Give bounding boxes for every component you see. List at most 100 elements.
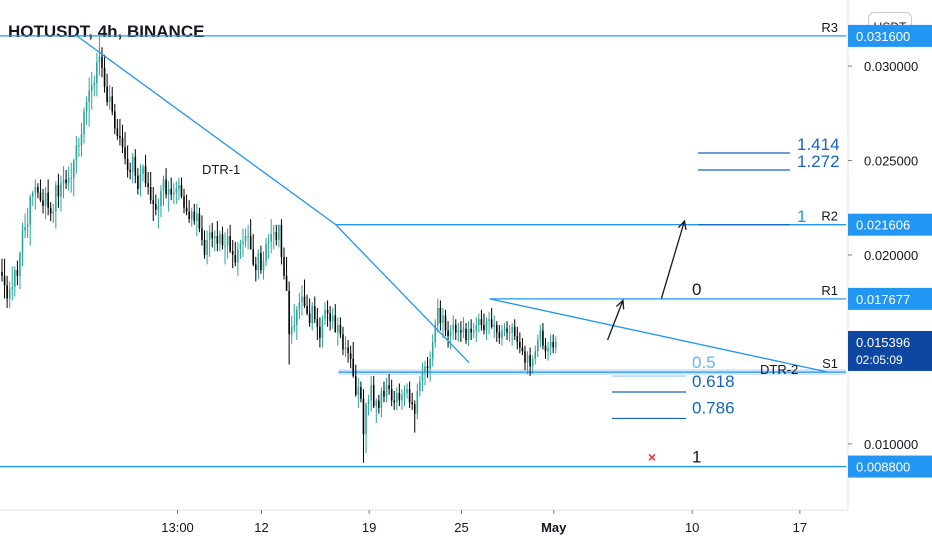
candle-body: [337, 324, 339, 333]
candle-body: [270, 234, 272, 242]
candle-body: [493, 324, 496, 327]
candle-body: [93, 83, 96, 85]
candle-body: [131, 156, 134, 172]
candle-body: [72, 160, 75, 178]
x-tick-label: 12: [254, 520, 268, 535]
candle-body: [326, 309, 329, 314]
candle-body: [114, 111, 116, 129]
candle-body: [526, 355, 529, 363]
candle-body: [16, 270, 19, 276]
candle-body: [78, 145, 80, 147]
candle-body: [454, 324, 457, 333]
candle-body: [531, 358, 534, 367]
candle-body: [249, 236, 252, 250]
candle-body: [119, 136, 121, 138]
candle-body: [296, 309, 298, 325]
candle-body: [88, 90, 90, 102]
candle-body: [57, 185, 60, 197]
candle-body: [554, 341, 557, 348]
candle-body: [101, 56, 103, 68]
candle-body: [331, 315, 334, 322]
x-tick-label: 19: [362, 520, 376, 535]
candles-layer: [1, 35, 557, 463]
y-tick-label: 0.020000: [864, 248, 918, 263]
projection-arrow-head: [677, 219, 687, 230]
candle-body: [42, 200, 44, 206]
candle-body: [311, 306, 313, 323]
candle-body: [24, 226, 26, 231]
candle-body: [467, 328, 470, 340]
candle-body: [516, 336, 519, 342]
candle-body: [29, 196, 31, 225]
candle-body: [247, 236, 249, 238]
candle-body: [488, 319, 490, 322]
candle-body: [175, 188, 178, 193]
candle-body: [62, 179, 65, 184]
candle-body: [321, 319, 324, 339]
candle-body: [421, 372, 424, 382]
candle-body: [447, 330, 449, 337]
candle-body: [324, 309, 326, 320]
candle-body: [501, 330, 503, 339]
candle-body: [126, 158, 129, 170]
candle-body: [103, 68, 106, 87]
candle-body: [375, 400, 378, 407]
level-price-tag: [848, 455, 932, 478]
candle-body: [278, 224, 280, 240]
candle-body: [152, 200, 155, 204]
candle-body: [96, 62, 98, 84]
candle-body: [519, 341, 521, 348]
candle-body: [3, 275, 6, 286]
candle-body: [413, 404, 416, 414]
candle-body: [403, 392, 406, 395]
x-tick-label: 25: [454, 520, 468, 535]
candle-body: [252, 249, 255, 265]
candle-body: [75, 145, 78, 161]
candle-body: [475, 324, 478, 331]
candle-body: [1, 272, 3, 276]
candle-body: [372, 385, 375, 407]
candle-body: [503, 328, 506, 331]
x-tick-label: May: [541, 520, 567, 535]
candle-body: [44, 192, 47, 206]
candle-body: [529, 355, 531, 367]
level-name-label: R1: [821, 283, 838, 298]
candle-body: [149, 187, 152, 201]
candle-body: [196, 213, 198, 221]
candle-body: [439, 307, 442, 323]
candle-body: [211, 232, 214, 238]
candle-body: [465, 328, 467, 340]
candle-body: [319, 326, 321, 339]
candle-body: [298, 302, 301, 310]
candle-body: [267, 241, 270, 244]
candle-body: [280, 224, 283, 257]
candle-body: [31, 192, 34, 197]
candle-body: [470, 328, 472, 333]
candle-body: [229, 236, 231, 252]
candle-body: [524, 351, 526, 363]
candle-body: [306, 306, 308, 314]
candle-body: [360, 387, 362, 399]
level-price-tag: [848, 24, 932, 47]
candle-body: [221, 234, 224, 246]
candle-body: [313, 306, 316, 320]
candle-body: [155, 204, 157, 210]
candle-body: [55, 185, 57, 212]
candle-body: [255, 264, 257, 271]
candle-body: [193, 211, 196, 221]
candle-body: [483, 324, 485, 331]
candle-body: [206, 239, 208, 255]
candle-body: [34, 187, 37, 193]
candle-body: [139, 173, 142, 189]
candle-body: [362, 398, 365, 435]
candle-body: [380, 391, 383, 408]
candle-body: [67, 177, 70, 184]
candle-body: [349, 353, 352, 359]
candle-body: [485, 321, 488, 331]
candle-body: [316, 319, 319, 327]
candle-body: [219, 234, 221, 244]
candle-body: [178, 185, 180, 189]
candle-body: [329, 313, 331, 322]
level-price-tag-label: 0.017677: [856, 292, 910, 307]
